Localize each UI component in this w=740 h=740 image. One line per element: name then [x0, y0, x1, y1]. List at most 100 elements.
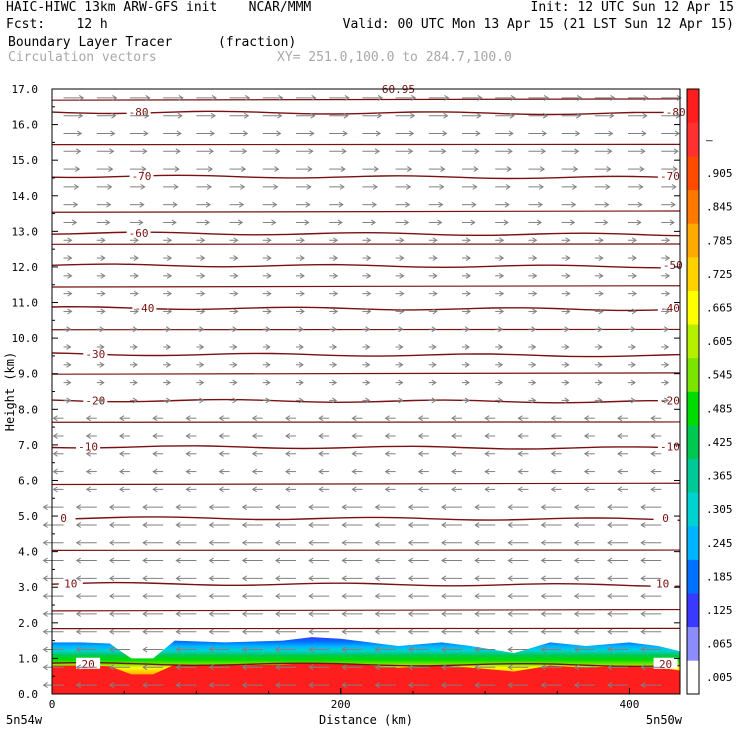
- y-tick-label: 8.0: [18, 403, 38, 416]
- vector-arrow-head: [640, 557, 646, 564]
- vector-arrow-head: [308, 148, 314, 155]
- vector-arrow-head: [105, 219, 111, 226]
- vector-arrow-head: [641, 130, 647, 137]
- x-axis-title: Distance (km): [319, 713, 413, 727]
- vector-arrow-head: [597, 344, 603, 350]
- vector-arrow-head: [332, 237, 339, 244]
- vector-arrow-head: [343, 112, 349, 119]
- vector-arrow-head: [607, 628, 613, 635]
- left-location-label: 5n54w: [6, 713, 43, 727]
- vector-arrow-head: [640, 575, 646, 582]
- vector-arrow-head: [440, 166, 446, 172]
- vector-arrow-head: [208, 628, 214, 635]
- vector-arrow-head: [664, 255, 671, 261]
- vector-arrow-head: [66, 397, 72, 404]
- vector-arrow-head: [451, 468, 457, 475]
- vector-arrow-head: [99, 397, 105, 404]
- vector-arrow-head: [574, 148, 580, 155]
- y-tick-label: 12.0: [12, 261, 39, 274]
- colorbar-swatch: [687, 223, 699, 258]
- vector-arrow-head: [109, 148, 115, 155]
- vector-arrow-head: [85, 433, 92, 439]
- vector-arrow-head: [171, 219, 177, 226]
- vector-arrow-head: [664, 272, 671, 279]
- vector-arrow-head: [133, 255, 139, 261]
- vector-arrow-head: [573, 646, 580, 653]
- vector-arrow-head: [273, 183, 279, 190]
- vector-arrow-head: [67, 290, 73, 297]
- vector-arrow-head: [75, 664, 82, 671]
- colorbar-swatch: [687, 660, 699, 695]
- contour-label-bg: [657, 394, 682, 406]
- contour-label: 20: [81, 658, 94, 671]
- vector-arrow-head: [318, 450, 324, 457]
- colorbar-swatch: [687, 257, 699, 291]
- vector-arrow-head: [374, 557, 380, 564]
- vector-arrow-head: [140, 183, 146, 190]
- vector-arrow-head: [672, 166, 678, 172]
- vector-arrow-head: [573, 575, 580, 582]
- vector-arrow-head: [52, 486, 58, 493]
- vector-arrow-head: [331, 397, 338, 404]
- vector-arrow-head: [142, 575, 148, 582]
- vector-arrow-head: [142, 682, 148, 689]
- vector-arrow-head: [404, 219, 410, 226]
- vector-arrow-head: [174, 166, 180, 172]
- vector-arrow-head: [365, 344, 371, 350]
- vector-arrow-head: [142, 646, 148, 653]
- contour-label-bg: [657, 301, 682, 313]
- vector-arrow-head: [503, 219, 509, 226]
- vector-arrow-head: [510, 94, 516, 101]
- vector-arrow-head: [75, 628, 82, 635]
- vector-arrow-head: [507, 628, 513, 635]
- vector-arrow-head: [251, 433, 258, 439]
- vector-arrow-head: [507, 522, 513, 528]
- vector-arrow-head: [109, 593, 115, 600]
- vector-arrow-head: [631, 290, 637, 297]
- vector-arrow-head: [540, 593, 546, 600]
- vector-arrow-head: [541, 130, 548, 137]
- vector-arrow-head: [540, 611, 546, 617]
- vector-arrow-head: [604, 201, 610, 208]
- vector-arrow-head: [598, 290, 604, 297]
- vector-arrow-head: [308, 664, 314, 671]
- vector-arrow-head: [384, 415, 390, 422]
- vector-arrow-head: [52, 415, 58, 422]
- vector-arrow-head: [442, 130, 448, 137]
- vector-arrow-head: [265, 344, 271, 350]
- xy-range: XY= 251.0,100.0 to 284.7,100.0: [277, 50, 512, 65]
- x-tick-label: 400: [620, 698, 640, 711]
- vector-arrow-head: [573, 593, 580, 600]
- vector-arrow-head: [474, 628, 480, 635]
- vector-arrow-head: [308, 557, 314, 564]
- vector-arrow-head: [630, 397, 636, 404]
- vector-arrow-head: [218, 415, 224, 422]
- vector-arrow-head: [251, 468, 258, 475]
- colorbar-label: .425: [706, 436, 733, 449]
- vector-arrow-head: [67, 272, 73, 279]
- vector-arrow-head: [498, 308, 505, 315]
- vector-arrow-head: [332, 255, 339, 261]
- contour-line-minor: [51, 285, 681, 288]
- colorbar-swatch: [687, 156, 699, 191]
- vector-arrow-head: [42, 575, 48, 582]
- colorbar: .005 .065 .125 .185 .245 .305 .365 .425 .485 .545…: [686, 88, 733, 695]
- contour-line: [51, 174, 681, 180]
- vector-arrow-head: [285, 486, 291, 493]
- vector-arrow-head: [341, 664, 347, 671]
- vector-arrow-head: [141, 166, 147, 172]
- colorbar-label: –: [706, 133, 713, 146]
- vector-arrow-head: [351, 468, 357, 475]
- vector-arrow-head: [366, 290, 372, 297]
- contour-line-minor: [51, 608, 681, 612]
- vector-arrow-head: [537, 201, 544, 208]
- vector-arrow-head: [465, 308, 471, 315]
- vector-arrow-head: [444, 94, 450, 101]
- y-tick-label: 4.0: [18, 546, 38, 559]
- vector-arrow-head: [630, 379, 636, 386]
- vector-arrow-head: [532, 290, 538, 297]
- vector-arrow-head: [111, 112, 117, 119]
- vector-arrow-head: [66, 361, 72, 368]
- vector-arrow-head: [617, 468, 623, 475]
- vector-arrow-head: [85, 486, 92, 493]
